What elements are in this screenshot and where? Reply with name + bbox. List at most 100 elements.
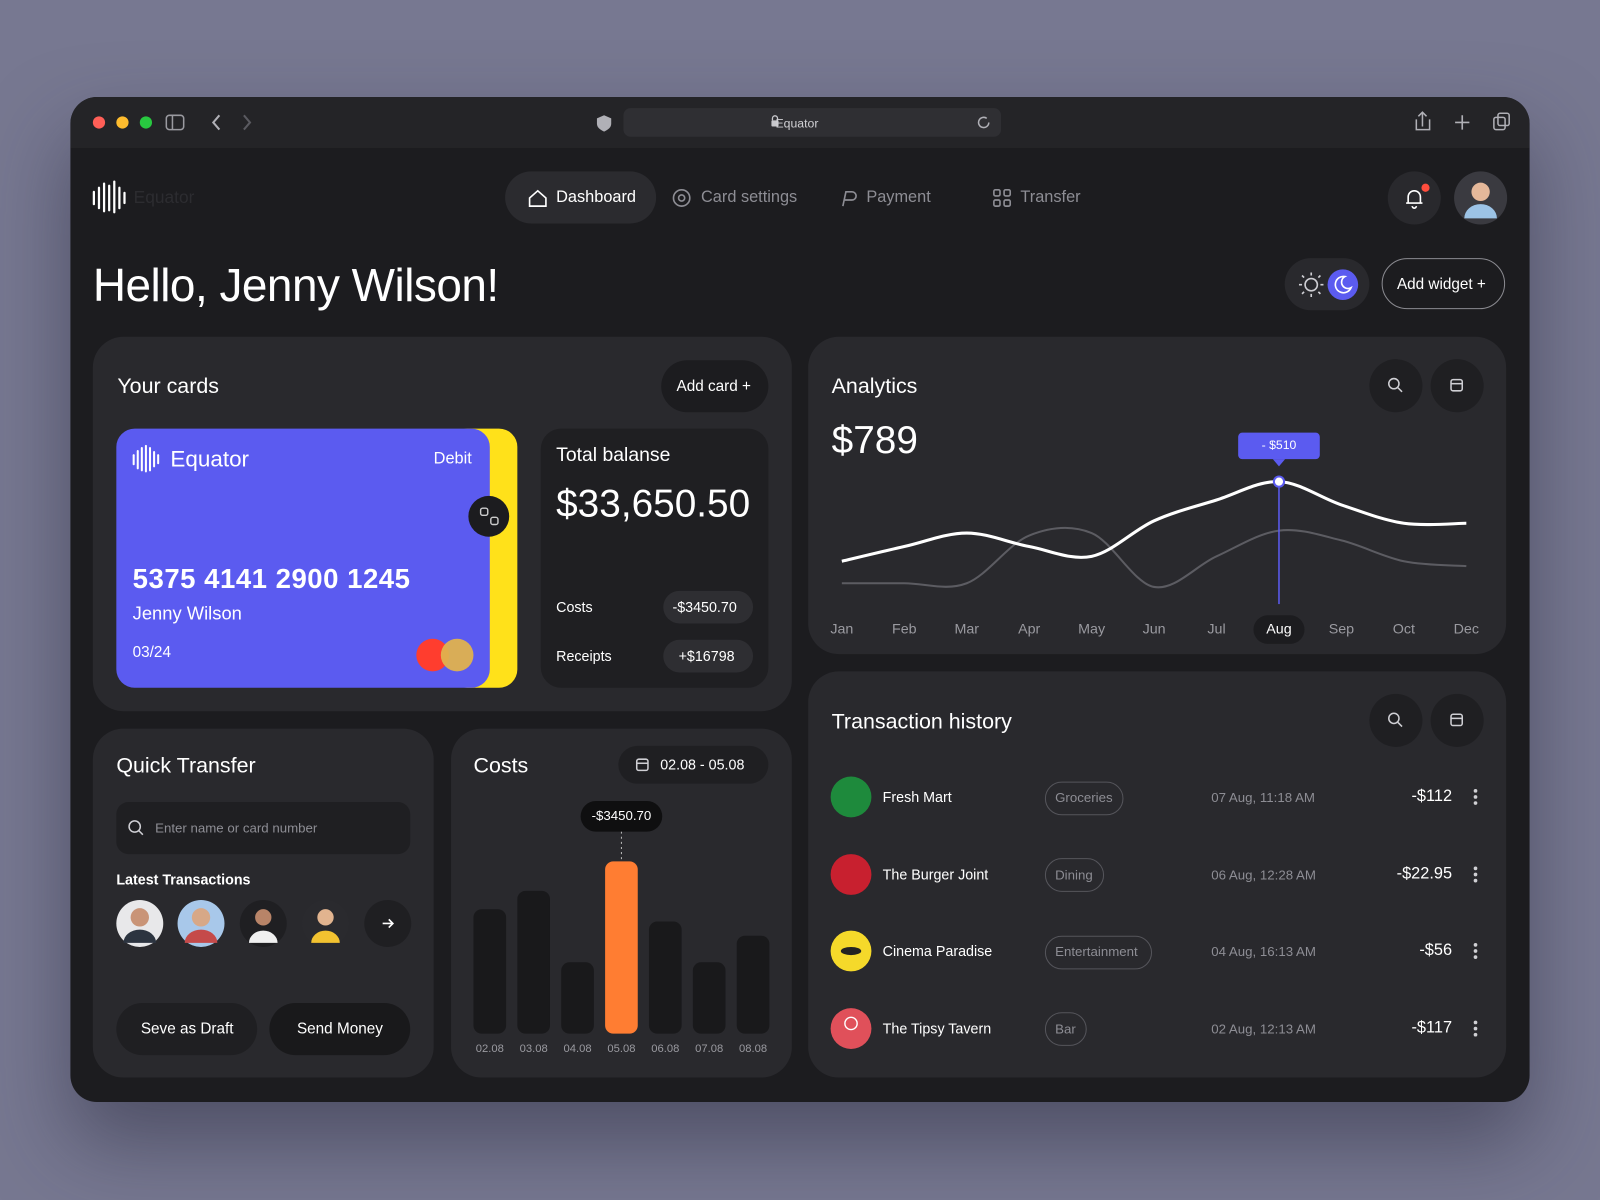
bar bbox=[561, 962, 594, 1034]
section-label: Latest Transactions bbox=[116, 871, 251, 888]
draft-button[interactable] bbox=[116, 1003, 258, 1056]
amount: -$112 bbox=[1411, 787, 1453, 806]
x-tick-label: Aug bbox=[1266, 621, 1291, 637]
window-controls bbox=[92, 111, 1510, 132]
line bbox=[841, 526, 1467, 589]
tooltip-label: - $510 bbox=[1262, 438, 1297, 452]
category-pill bbox=[1044, 935, 1153, 970]
logo-icon bbox=[92, 180, 126, 214]
amount: -$56 bbox=[1419, 941, 1453, 960]
category: Dining bbox=[1055, 867, 1093, 883]
category: Entertainment bbox=[1055, 943, 1138, 960]
category: Groceries bbox=[1055, 789, 1113, 806]
merchant-logos bbox=[830, 776, 872, 1049]
add-card-label[interactable]: Add card + bbox=[676, 377, 751, 395]
balance-title: Total balanse bbox=[556, 444, 671, 467]
merchant: Cinema Paradise bbox=[882, 942, 993, 960]
tooltip-tip bbox=[1272, 459, 1286, 467]
line bbox=[841, 480, 1467, 563]
add-widget-label[interactable]: Add widget + bbox=[1396, 275, 1486, 293]
row-menus[interactable] bbox=[1473, 788, 1478, 1037]
category-pill bbox=[1044, 1012, 1087, 1046]
card-type: Debit bbox=[433, 449, 472, 468]
logo-text: Equator bbox=[133, 187, 195, 208]
merchant: The Burger Joint bbox=[882, 866, 989, 883]
x-tick-label: Sep bbox=[1329, 621, 1354, 637]
profile-avatar[interactable] bbox=[1454, 171, 1508, 225]
date: 06 Aug, 12:28 AM bbox=[1211, 867, 1316, 883]
amount: -$117 bbox=[1411, 1019, 1453, 1037]
button-label[interactable]: Send Money bbox=[296, 1020, 383, 1038]
address-text: Equator bbox=[775, 116, 819, 131]
x-tick-label: 02.08 bbox=[476, 1043, 504, 1055]
nav-item[interactable]: Payment bbox=[866, 188, 931, 207]
tooltip bbox=[1238, 432, 1320, 460]
x-tick-label: 07.08 bbox=[695, 1043, 723, 1055]
nav-item[interactable]: Card settings bbox=[701, 188, 798, 207]
button-label[interactable]: Seve as Draft bbox=[140, 1020, 234, 1038]
nav-item[interactable]: Transfer bbox=[1020, 188, 1081, 207]
x-tick-label: Oct bbox=[1393, 621, 1415, 637]
amount: -$22.95 bbox=[1396, 865, 1453, 883]
date-range-pill[interactable] bbox=[618, 745, 769, 784]
bar bbox=[517, 890, 550, 1034]
send-button[interactable] bbox=[269, 1003, 411, 1056]
balance-label: Receipts bbox=[556, 647, 612, 665]
address-bar[interactable] bbox=[623, 108, 1002, 137]
search-input[interactable] bbox=[116, 802, 411, 855]
panel-title: Analytics bbox=[831, 374, 918, 398]
panel-title: Costs bbox=[473, 754, 529, 778]
panel-title: Transaction history bbox=[831, 710, 1012, 734]
card-number: 5375 4141 2900 1245 bbox=[132, 563, 411, 594]
balance-value: +$16798 bbox=[678, 647, 735, 665]
balance-value: -$3450.70 bbox=[672, 598, 737, 616]
x-tick-label: 05.08 bbox=[607, 1043, 635, 1055]
card-decor bbox=[132, 444, 510, 672]
x-tick-label: Jul bbox=[1207, 621, 1225, 637]
nav-item[interactable]: Dashboard bbox=[556, 188, 637, 207]
bell-button[interactable] bbox=[1387, 171, 1441, 225]
highlight-point bbox=[1272, 475, 1286, 488]
input-placeholder[interactable]: Enter name or card number bbox=[155, 820, 318, 836]
theme-icons bbox=[1298, 269, 1359, 300]
bar bbox=[473, 909, 507, 1034]
x-tick-label: May bbox=[1078, 621, 1106, 637]
bar bbox=[605, 861, 638, 1034]
notification-dot bbox=[1421, 183, 1430, 192]
card-holder: Jenny Wilson bbox=[132, 603, 242, 624]
analytics-amount: $789 bbox=[831, 419, 918, 463]
date: 02 Aug, 12:13 AM bbox=[1211, 1021, 1316, 1037]
x-tick-label: Jun bbox=[1143, 621, 1166, 637]
panel-title: Quick Transfer bbox=[116, 754, 256, 778]
card-brand: Equator bbox=[170, 445, 250, 472]
greeting: Hello, Jenny Wilson! bbox=[92, 259, 499, 312]
bar bbox=[692, 962, 726, 1034]
x-tick-label: 08.08 bbox=[739, 1043, 767, 1055]
x-tick-label: Apr bbox=[1018, 621, 1040, 637]
receipts-pill bbox=[663, 639, 754, 673]
tooltip bbox=[580, 801, 663, 832]
balance-label: Costs bbox=[556, 598, 593, 616]
x-tick-label: Mar bbox=[954, 621, 979, 637]
merchant: The Tipsy Tavern bbox=[882, 1020, 992, 1037]
date: 07 Aug, 11:18 AM bbox=[1211, 789, 1315, 806]
nav-icons bbox=[528, 188, 1423, 209]
category: Bar bbox=[1055, 1021, 1076, 1037]
balance-amount: $33,650.50 bbox=[556, 482, 751, 526]
add-card-button[interactable] bbox=[661, 360, 769, 413]
card-expiry: 03/24 bbox=[132, 643, 171, 662]
x-tick-label: Feb bbox=[892, 621, 917, 637]
category-pill bbox=[1044, 781, 1124, 816]
x-tick-label: Dec bbox=[1454, 621, 1479, 637]
bar bbox=[736, 935, 770, 1034]
add-widget-button[interactable] bbox=[1381, 258, 1506, 310]
date-range[interactable]: 02.08 - 05.08 bbox=[660, 756, 745, 773]
active-month bbox=[1253, 615, 1305, 644]
x-tick-label: 06.08 bbox=[651, 1043, 679, 1055]
panel-buttons[interactable] bbox=[128, 359, 1484, 836]
contact-avatars[interactable] bbox=[116, 899, 412, 947]
